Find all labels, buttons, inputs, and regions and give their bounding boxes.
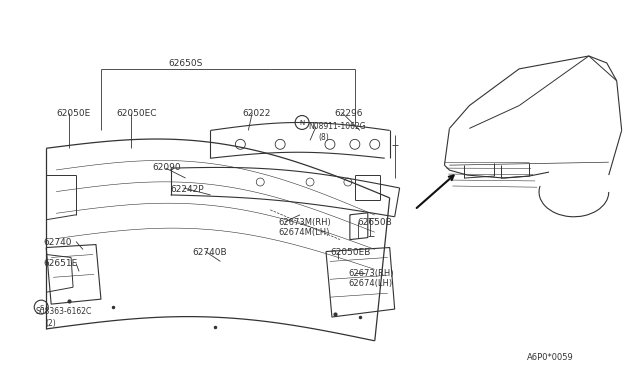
- Text: 62050EC: 62050EC: [116, 109, 156, 118]
- Text: 62090: 62090: [153, 163, 181, 172]
- Text: (2): (2): [45, 319, 56, 328]
- Text: N: N: [300, 120, 305, 126]
- Text: 62296: 62296: [334, 109, 362, 118]
- Text: S08363-6162C: S08363-6162C: [35, 307, 92, 316]
- Text: 62242P: 62242P: [171, 185, 204, 194]
- Text: 62651E: 62651E: [44, 259, 77, 269]
- Text: 62673(RH): 62673(RH): [348, 269, 394, 278]
- Text: 62650S: 62650S: [168, 59, 203, 68]
- Text: 62673M(RH): 62673M(RH): [278, 218, 331, 227]
- Text: 62674M(LH): 62674M(LH): [278, 228, 330, 237]
- Text: 62022: 62022: [243, 109, 271, 118]
- Text: S: S: [39, 305, 44, 311]
- Text: A6P0*0059: A6P0*0059: [527, 353, 574, 362]
- Text: 62050EB: 62050EB: [330, 247, 371, 257]
- Text: 62740: 62740: [44, 238, 72, 247]
- Text: 62650B: 62650B: [358, 218, 392, 227]
- Text: 62674(LH): 62674(LH): [348, 279, 392, 288]
- Text: N08911-1062G: N08911-1062G: [308, 122, 365, 131]
- Text: 62050E: 62050E: [56, 109, 90, 118]
- Text: (8): (8): [318, 134, 329, 142]
- Text: 62740B: 62740B: [193, 247, 227, 257]
